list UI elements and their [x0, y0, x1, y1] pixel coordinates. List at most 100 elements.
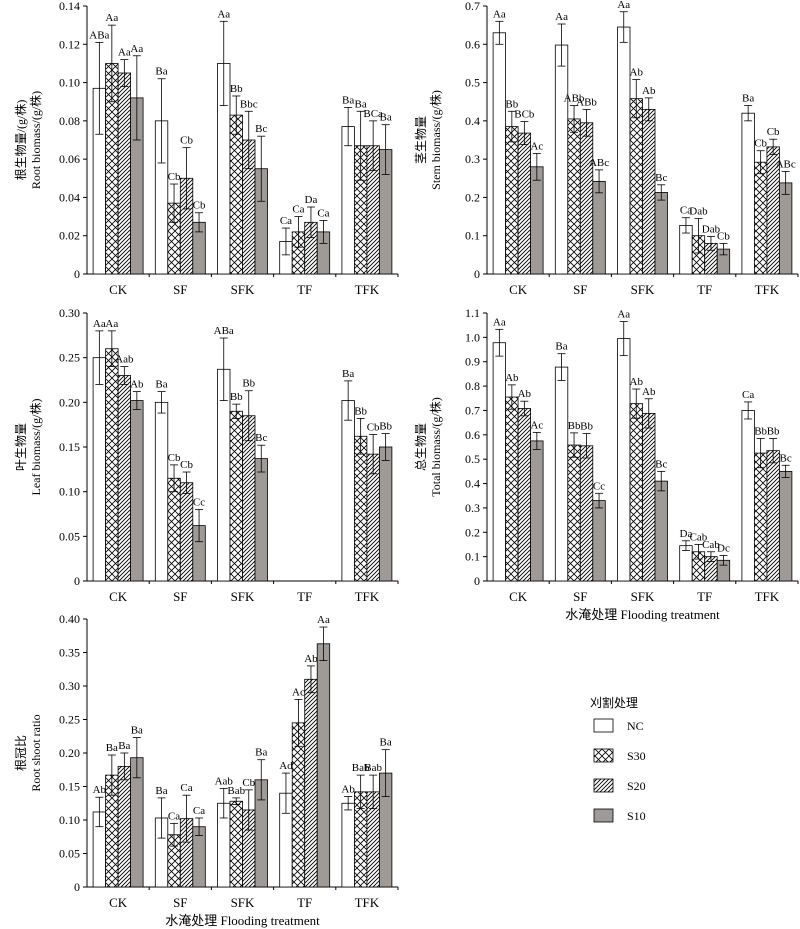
x-tick-label: TF — [697, 282, 712, 297]
significance-label: Aa — [118, 47, 131, 59]
significance-label: Bb — [568, 420, 581, 432]
significance-label: Ba — [342, 94, 354, 106]
x-tick-label: TFK — [355, 895, 380, 910]
bar-s20 — [579, 445, 594, 582]
significance-label: Bb — [580, 421, 593, 433]
bar-s10 — [779, 182, 793, 275]
legend-swatch-nc — [593, 718, 614, 733]
y-tick-label: 0.20 — [59, 395, 80, 409]
chart-panel-5: 0 0.05 0.10 0.15 0.20 0.25 0.30 0.35 0.40 根冠比 Root… — [14, 612, 399, 928]
bar-s10 — [316, 643, 331, 888]
significance-label: Aa — [493, 316, 506, 328]
y-axis-label-cn: 总生物量 — [414, 423, 428, 471]
significance-label: Aab — [215, 776, 234, 788]
bar-nc — [679, 545, 693, 582]
x-tick-label: CK — [509, 282, 528, 297]
bar-nc — [554, 44, 569, 275]
significance-label: Ba — [380, 737, 392, 749]
bar-s10 — [530, 166, 544, 275]
chart-panel-3: 0 0.05 0.10 0.15 0.20 0.25 0.30 叶生物量 Leaf biomas… — [14, 306, 399, 604]
significance-label: Dab — [689, 205, 708, 217]
x-tick-label: CK — [509, 589, 528, 604]
y-tick-label: 0.6 — [465, 428, 480, 442]
bar-s20 — [517, 132, 531, 275]
y-tick-label: 0 — [74, 574, 80, 588]
significance-label: Ab — [518, 388, 532, 400]
bar-nc — [617, 338, 631, 582]
bar-nc — [92, 357, 106, 582]
significance-label: Aa — [555, 11, 568, 23]
x-axis-label: 水淹处理 Flooding treatment — [565, 607, 720, 622]
significance-label: Cc — [193, 497, 205, 509]
chart-panel-4: 0 0.1 0.2 0.3 0.4 0.5 0.6 0.7 0.8 0.9 1.0 1.1 总生物量 To… — [414, 306, 799, 622]
bar-nc — [154, 401, 169, 582]
y-tick-label: 0.08 — [59, 114, 80, 128]
x-tick-label: SF — [173, 895, 187, 910]
x-tick-label: SF — [573, 282, 587, 297]
y-tick-label: 0 — [74, 267, 80, 281]
legend-swatch-s30 — [593, 748, 614, 763]
x-tick-label: SF — [173, 282, 187, 297]
y-tick-label: 1.1 — [465, 306, 480, 320]
y-tick-label: 0.10 — [59, 813, 80, 827]
bar-nc — [741, 410, 755, 582]
significance-label: Cab — [690, 531, 708, 543]
bar-s20 — [642, 412, 656, 582]
bar-s20 — [304, 678, 318, 888]
x-tick-label: TFK — [755, 589, 780, 604]
y-tick-label: 0.4 — [465, 477, 480, 491]
bar-nc — [341, 126, 355, 275]
significance-label: Ba — [255, 747, 267, 759]
y-tick-label: 0.5 — [465, 452, 480, 466]
significance-label: Ab — [630, 67, 644, 79]
significance-label: Ac — [530, 140, 543, 152]
y-tick-label: 0.7 — [465, 0, 480, 13]
significance-label: Cb — [242, 777, 255, 789]
significance-label: Bc — [780, 452, 792, 464]
y-tick-label: 0.25 — [59, 351, 80, 365]
significance-label: Cb — [180, 459, 193, 471]
significance-label: Cb — [367, 421, 380, 433]
significance-label: Cb — [717, 230, 730, 242]
bar-s10 — [654, 192, 668, 275]
significance-label: Bb — [230, 83, 243, 95]
significance-label: Ac — [530, 419, 543, 431]
significance-label: Aab — [115, 354, 134, 366]
y-tick-label: 0.3 — [465, 501, 480, 515]
significance-label: Ab — [130, 379, 144, 391]
legend-label-s20: S20 — [627, 779, 646, 793]
significance-label: Aa — [105, 12, 118, 24]
y-tick-label: 0.40 — [59, 612, 80, 626]
bar-nc — [617, 26, 631, 275]
y-axis-label-en: Leaf biomass/(g/株) — [28, 399, 43, 496]
significance-label: Bc — [655, 458, 667, 470]
x-tick-label: SFK — [231, 589, 255, 604]
significance-label: Ca — [180, 782, 192, 794]
significance-label: Ba — [106, 742, 118, 754]
significance-label: Bc — [255, 432, 267, 444]
significance-label: Aa — [317, 614, 330, 626]
significance-label: Cb — [754, 138, 767, 150]
significance-label: Ab — [505, 372, 519, 384]
significance-label: Aa — [493, 8, 506, 20]
x-tick-label: SF — [173, 589, 187, 604]
x-tick-label: SFK — [631, 589, 655, 604]
significance-label: Dab — [702, 223, 721, 235]
significance-label: Aa — [105, 318, 118, 330]
y-tick-label: 0.8 — [465, 379, 480, 393]
significance-label: Aa — [93, 318, 106, 330]
y-axis-label-cn: 叶生物量 — [14, 423, 28, 471]
significance-label: Bb — [242, 378, 255, 390]
y-tick-label: 0.4 — [465, 114, 480, 128]
legend-label-s30: S30 — [627, 749, 646, 763]
significance-label: Cc — [593, 480, 605, 492]
bar-s10 — [654, 480, 668, 582]
significance-label: ABa — [89, 29, 109, 41]
bar-s30 — [229, 410, 243, 582]
y-tick-label: 0.2 — [465, 525, 480, 539]
significance-label: Ba — [131, 725, 143, 737]
bar-s10 — [254, 458, 268, 582]
bar-nc — [554, 366, 569, 582]
legend-swatch-s20 — [593, 778, 614, 793]
significance-label: Bb — [354, 405, 367, 417]
